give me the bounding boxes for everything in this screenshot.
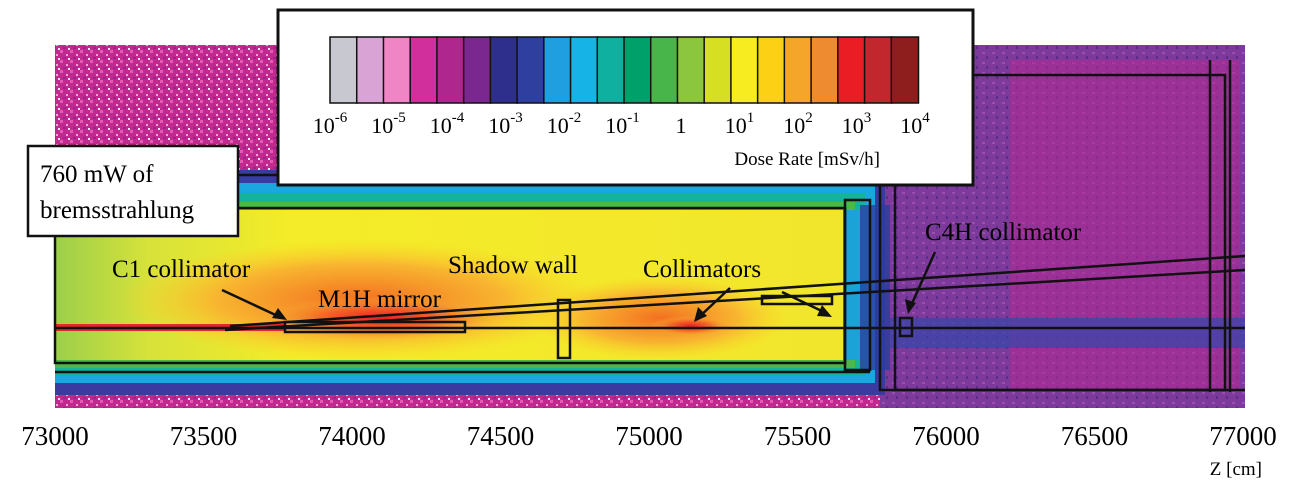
arrow-head-c4h [905, 299, 916, 314]
legend-tick-label: 102 [783, 110, 813, 138]
legend-swatch [810, 36, 840, 104]
arrow-c1 [221, 288, 283, 320]
legend-swatch [516, 36, 546, 104]
legend-tick-label: 10-2 [547, 110, 582, 138]
arrow-c4h [908, 251, 937, 309]
legend-swatch [596, 36, 626, 104]
legend-swatch [730, 36, 759, 104]
legend-swatch [756, 36, 786, 104]
label-c4h-collimator: C4H collimator [925, 219, 1082, 246]
legend-tick-label: 10-5 [371, 110, 406, 138]
legend-tick-label: 1 [676, 113, 687, 138]
legend-tick-label: 101 [725, 110, 755, 138]
legend-tick-label: 10-3 [488, 110, 523, 138]
color-legend: 10-6 10-5 10-4 10-3 10-2 10-1 1 101 102 103 104 Do… [276, 8, 975, 187]
legend-swatch [382, 36, 412, 104]
legend-swatch [436, 36, 465, 104]
legend-tick-label: 10-6 [313, 110, 348, 138]
legend-swatch [783, 36, 813, 104]
power-label-line1: 760 mW of [40, 161, 154, 188]
legend-swatch [676, 36, 706, 104]
x-axis: 73000 73500 74000 74500 75000 75500 76000 76500… [21, 421, 1277, 480]
legend-swatch [863, 36, 893, 104]
legend-swatch [329, 36, 358, 104]
legend-swatch [837, 36, 866, 104]
arrow-head-collimators-1 [694, 307, 707, 322]
label-c1-collimator: C1 collimator [112, 256, 251, 283]
legend-swatch [355, 36, 385, 104]
x-axis-tick-labels: 73000 73500 74000 74500 75000 75500 76000 76500… [21, 421, 1277, 451]
legend-title: Dose Rate [mSv/h] [734, 149, 880, 170]
legend-swatch [623, 36, 652, 104]
x-tick-label: 75500 [764, 421, 832, 451]
legend-tick-label: 104 [900, 110, 930, 138]
x-tick-label: 76500 [1061, 421, 1129, 451]
x-tick-label: 77000 [1209, 421, 1277, 451]
x-axis-label: Z [cm] [1210, 459, 1262, 480]
label-m1h-mirror: M1H mirror [318, 286, 442, 313]
legend-tick-label: 10-4 [430, 110, 465, 138]
legend-tick-label: 10-1 [605, 110, 640, 138]
legend-swatch [462, 36, 492, 104]
legend-color-bar [329, 36, 920, 104]
legend-swatch [569, 36, 599, 104]
x-tick-label: 73000 [21, 421, 89, 451]
legend-tick-label: 103 [842, 110, 872, 138]
geometry-outlines [53, 60, 1246, 392]
label-shadow-wall: Shadow wall [448, 252, 578, 279]
x-tick-label: 74000 [318, 421, 386, 451]
legend-tick-labels: 10-6 10-5 10-4 10-3 10-2 10-1 1 101 102 103 104 [313, 110, 931, 138]
legend-swatch [649, 36, 679, 104]
power-label-line2: bremsstrahlung [40, 197, 195, 224]
arrow-head-collimators-2 [817, 305, 832, 317]
label-collimators: Collimators [643, 256, 761, 283]
legend-swatch [890, 36, 920, 104]
x-tick-label: 76000 [912, 421, 980, 451]
x-tick-label: 74500 [467, 421, 535, 451]
legend-swatch [489, 36, 519, 104]
arrow-head-c1 [272, 308, 287, 320]
power-label-box: 760 mW of bremsstrahlung [26, 144, 240, 238]
legend-swatch [703, 36, 733, 104]
annotations: C1 collimator M1H mirror Shadow wall Col… [112, 219, 1082, 322]
legend-swatch [409, 36, 439, 104]
x-tick-label: 75000 [615, 421, 683, 451]
legend-swatch [543, 36, 572, 104]
x-tick-label: 73500 [170, 421, 238, 451]
